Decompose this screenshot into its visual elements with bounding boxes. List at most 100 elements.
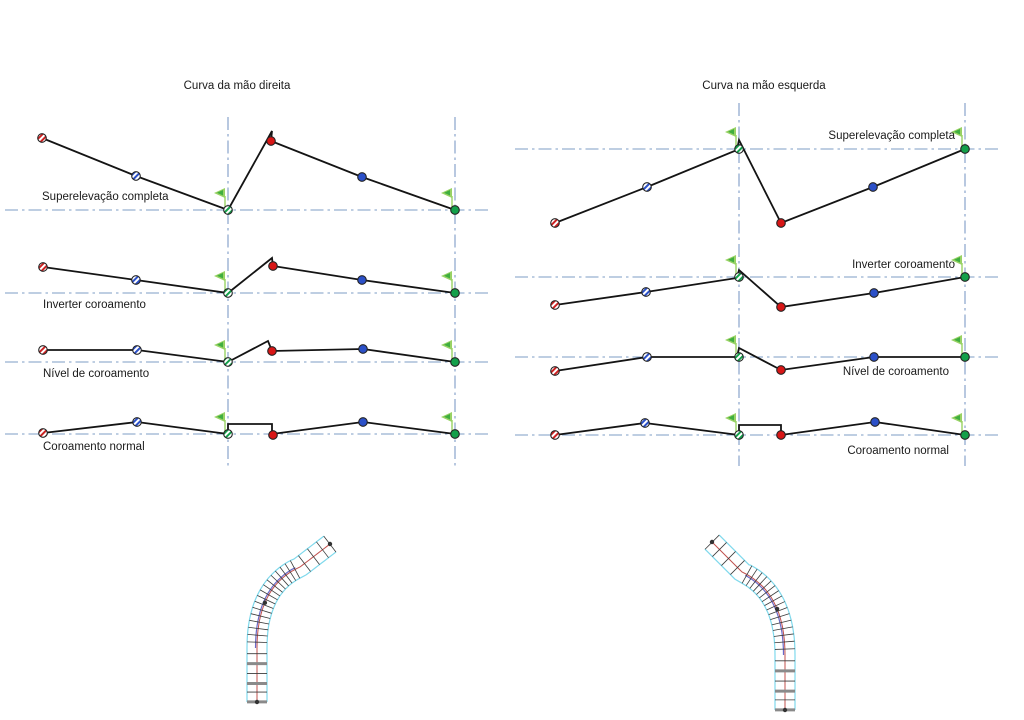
flag-pennant-inner-icon bbox=[217, 190, 223, 196]
road-edge-line bbox=[704, 548, 776, 710]
label-level-crown-left: Nível de coroamento bbox=[43, 368, 150, 380]
road-station-tick bbox=[730, 560, 745, 575]
hatch-green-marker bbox=[223, 288, 233, 298]
road-station-tick bbox=[712, 542, 727, 557]
hatch-red-marker bbox=[550, 218, 560, 228]
road-station-dot bbox=[782, 707, 788, 713]
flag-pennant-inner-icon bbox=[954, 129, 960, 135]
hatch-blue-marker bbox=[132, 417, 142, 427]
road-station-dot bbox=[254, 699, 260, 705]
title-left-hand-curve: Curva na mão esquerda bbox=[702, 80, 826, 92]
station-flags-layer bbox=[214, 127, 963, 432]
hatch-green-marker bbox=[223, 357, 233, 367]
flag-pennant-inner-icon bbox=[217, 273, 223, 279]
hatch-green-marker bbox=[734, 352, 744, 362]
road-station-tick bbox=[756, 580, 772, 595]
plan-view-left-hand-curve bbox=[704, 534, 796, 713]
solid-red-marker bbox=[776, 218, 786, 228]
road-station-tick bbox=[774, 640, 795, 644]
flag-pennant-inner-icon bbox=[954, 415, 960, 421]
hatch-green-marker bbox=[734, 144, 744, 154]
station-markers-layer bbox=[37, 133, 970, 440]
road-station-tick bbox=[266, 579, 283, 593]
hatch-red-marker bbox=[38, 262, 48, 272]
solid-red-marker bbox=[776, 302, 786, 312]
solid-green-marker bbox=[960, 430, 970, 440]
hatch-green-marker bbox=[223, 205, 233, 215]
flag-pennant-inner-icon bbox=[444, 342, 450, 348]
flag-pennant-inner-icon bbox=[954, 337, 960, 343]
hatch-blue-marker bbox=[132, 345, 142, 355]
solid-red-marker bbox=[268, 261, 278, 271]
solid-green-marker bbox=[960, 272, 970, 282]
label-full-superelevation-left: Superelevação completa bbox=[42, 191, 169, 203]
flag-pennant-inner-icon bbox=[444, 190, 450, 196]
road-station-tick bbox=[248, 626, 269, 631]
road-station-tick bbox=[263, 584, 281, 597]
solid-green-marker bbox=[960, 352, 970, 362]
road-station-tick bbox=[761, 590, 779, 602]
superelevation-polyline bbox=[554, 421, 966, 437]
road-station-tick bbox=[772, 626, 793, 631]
road-station-tick bbox=[768, 607, 788, 615]
road-station-tick bbox=[764, 595, 783, 607]
superelevation-polyline bbox=[554, 268, 966, 308]
hatch-blue-marker bbox=[131, 171, 141, 181]
solid-red-marker bbox=[268, 430, 278, 440]
label-normal-crown-right: Coroamento normal bbox=[847, 445, 949, 457]
solid-green-marker bbox=[450, 357, 460, 367]
hatch-blue-marker bbox=[642, 352, 652, 362]
flag-pennant-inner-icon bbox=[444, 414, 450, 420]
title-right-hand-curve: Curva da mão direita bbox=[183, 80, 291, 92]
solid-blue-marker bbox=[870, 417, 880, 427]
road-station-tick bbox=[247, 634, 268, 637]
plan-view-roads-layer bbox=[246, 534, 796, 713]
flag-pennant-inner-icon bbox=[954, 257, 960, 263]
road-station-tick bbox=[771, 619, 792, 626]
road-station-tick bbox=[766, 601, 785, 611]
road-station-tick bbox=[316, 541, 329, 558]
hatch-green-marker bbox=[223, 429, 233, 439]
solid-blue-marker bbox=[869, 352, 879, 362]
road-station-tick bbox=[252, 606, 272, 614]
hatch-blue-marker bbox=[641, 287, 651, 297]
flag-pennant-inner-icon bbox=[217, 342, 223, 348]
road-station-tick bbox=[270, 574, 286, 590]
hatch-red-marker bbox=[37, 133, 47, 143]
road-station-tick bbox=[741, 565, 753, 584]
solid-blue-marker bbox=[358, 344, 368, 354]
road-station-dot bbox=[774, 606, 780, 612]
solid-blue-marker bbox=[357, 275, 367, 285]
flag-pennant-inner-icon bbox=[728, 129, 734, 135]
hatch-red-marker bbox=[550, 430, 560, 440]
solid-red-marker bbox=[266, 136, 276, 146]
hatch-red-marker bbox=[550, 300, 560, 310]
road-station-tick bbox=[759, 585, 776, 599]
road-station-tick bbox=[247, 641, 268, 643]
hatch-green-marker bbox=[734, 272, 744, 282]
road-station-tick bbox=[770, 613, 790, 620]
road-station-tick bbox=[259, 589, 278, 601]
superelevation-polyline bbox=[42, 421, 456, 436]
solid-red-marker bbox=[267, 346, 277, 356]
hatch-green-marker bbox=[734, 430, 744, 440]
road-station-tick bbox=[307, 548, 320, 565]
label-reverse-crown-left: Inverter coroamento bbox=[43, 299, 146, 311]
hatch-blue-marker bbox=[640, 418, 650, 428]
plan-view-right-hand-curve bbox=[246, 535, 337, 705]
solid-green-marker bbox=[450, 205, 460, 215]
road-transition-line bbox=[744, 574, 785, 656]
road-station-tick bbox=[298, 555, 311, 572]
road-station-tick bbox=[749, 572, 763, 589]
solid-green-marker bbox=[960, 144, 970, 154]
road-station-tick bbox=[752, 576, 768, 592]
hatch-red-marker bbox=[550, 366, 560, 376]
road-station-tick bbox=[284, 563, 297, 581]
flag-pennant-inner-icon bbox=[444, 273, 450, 279]
flag-pennant-inner-icon bbox=[728, 337, 734, 343]
road-station-tick bbox=[254, 600, 274, 609]
road-station-tick bbox=[279, 566, 293, 584]
solid-green-marker bbox=[450, 288, 460, 298]
